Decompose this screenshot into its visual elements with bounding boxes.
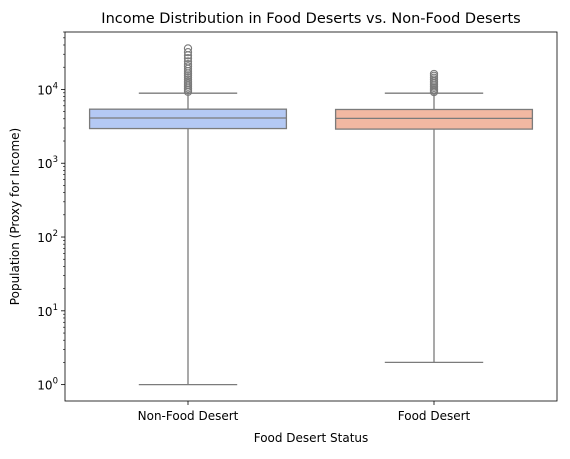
outlier-point [183, 47, 193, 57]
y-tick-exponent: 0 [53, 377, 58, 387]
y-tick-base: 10 [37, 305, 52, 319]
y-tick-label: 102 [37, 229, 58, 245]
x-axis: Non-Food Desert Food Desert [138, 401, 471, 423]
outlier-point [183, 62, 193, 71]
y-tick-label: 103 [37, 155, 58, 171]
plot-area [88, 44, 534, 386]
x-axis-label: Food Desert Status [254, 431, 369, 445]
y-tick-label: 104 [37, 81, 58, 97]
iqr-box [88, 108, 288, 130]
y-tick-base: 10 [37, 379, 52, 393]
chart-title: Income Distribution in Food Deserts vs. … [101, 11, 520, 27]
iqr-box [334, 108, 534, 130]
outlier-point [183, 57, 193, 66]
y-tick-exponent: 1 [53, 303, 58, 313]
box-group-1 [334, 69, 534, 364]
outlier-point [183, 60, 193, 69]
outlier-point [183, 44, 193, 53]
plot-frame [64, 31, 558, 402]
y-tick-base: 10 [37, 83, 52, 97]
y-tick-base: 10 [37, 231, 52, 245]
box-group-0 [88, 44, 288, 386]
y-tick-exponent: 2 [53, 229, 58, 239]
outlier-point [183, 54, 193, 63]
y-tick-base: 10 [37, 157, 52, 171]
x-tick-label: Non-Food Desert [138, 409, 239, 423]
y-axis-label: Population (Proxy for Income) [8, 128, 22, 305]
outlier-point [429, 69, 439, 79]
x-tick-label: Food Desert [398, 409, 471, 423]
y-tick-exponent: 3 [53, 155, 58, 165]
y-tick-label: 101 [37, 303, 58, 319]
y-tick-label: 100 [37, 377, 58, 393]
y-tick-exponent: 4 [53, 81, 58, 91]
